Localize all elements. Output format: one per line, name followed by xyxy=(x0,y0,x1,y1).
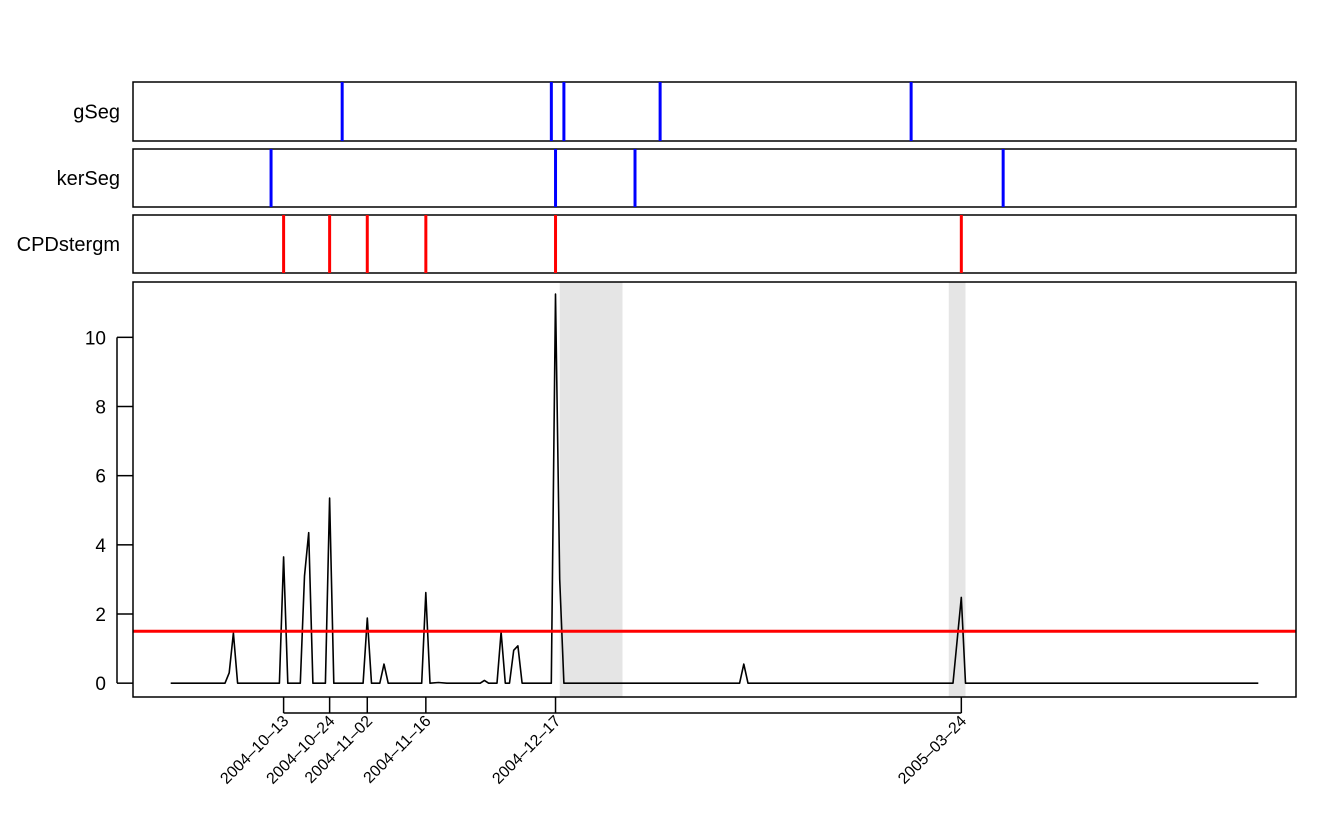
detection-row-frame xyxy=(132,148,1297,208)
y-tick-label: 2 xyxy=(95,605,106,626)
x-tick-label: 2004–12–17 xyxy=(489,713,564,788)
detection-row-label: CPDstergm xyxy=(17,234,120,256)
detection-row-label: kerSeg xyxy=(57,168,120,190)
y-tick-label: 4 xyxy=(95,536,106,557)
plot-frame xyxy=(132,281,1297,698)
y-tick-label: 6 xyxy=(95,467,106,488)
shaded-region xyxy=(948,282,966,697)
y-tick-label: 8 xyxy=(95,398,106,419)
series-line xyxy=(170,293,1259,685)
x-tick-label: 2005–03–24 xyxy=(895,713,970,788)
shaded-region xyxy=(559,282,623,697)
y-tick-label: 0 xyxy=(95,674,106,695)
y-tick-label: 10 xyxy=(85,328,106,349)
detection-row-label: gSeg xyxy=(73,102,120,124)
detection-row-frame xyxy=(132,81,1297,142)
main-plot: 02468102004–10–132004–10–242004–11–02200… xyxy=(85,281,1297,788)
detection-row-frame xyxy=(132,214,1297,274)
detection-rows: gSeg kerSeg CPDstergm xyxy=(17,81,1297,274)
